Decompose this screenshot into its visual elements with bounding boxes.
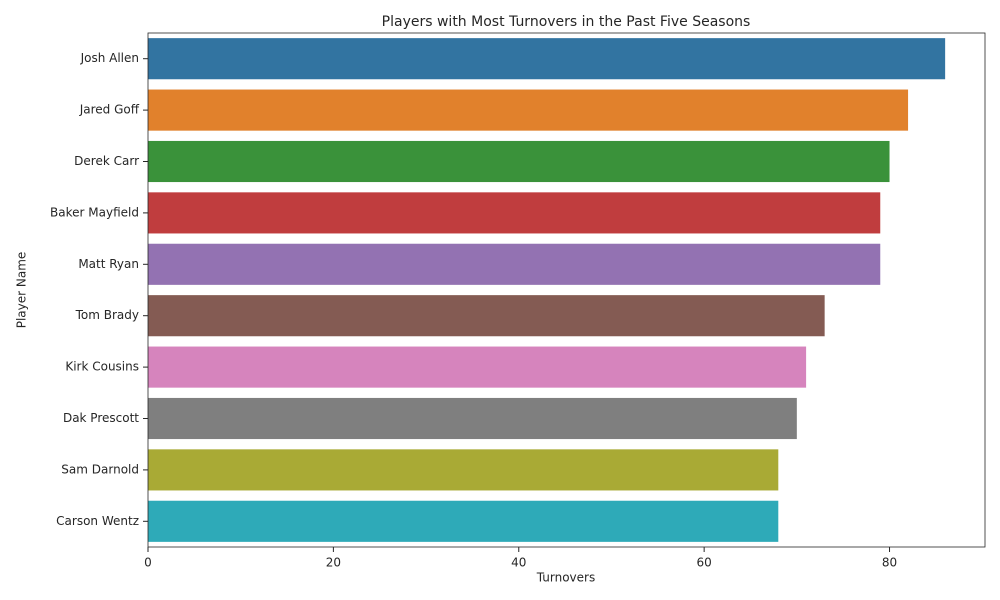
bar (148, 397, 797, 440)
x-tick-label: 40 (511, 556, 526, 570)
bar (148, 449, 779, 491)
bar (148, 140, 890, 183)
y-tick-label: Dak Prescott (63, 411, 139, 425)
x-tick-label: 80 (882, 556, 897, 570)
plot-frame (147, 32, 986, 548)
x-axis-label: Turnovers (536, 571, 595, 585)
y-tick-label: Derek Carr (74, 154, 139, 168)
y-axis-label: Player Name (15, 252, 29, 329)
y-tick-label: Carson Wentz (56, 514, 139, 528)
bar (148, 89, 909, 131)
chart-title: Players with Most Turnovers in the Past … (382, 14, 751, 30)
bar (148, 192, 881, 234)
bar (148, 295, 825, 337)
bar (148, 346, 807, 388)
y-tick-label: Matt Ryan (78, 257, 139, 271)
y-tick-label: Josh Allen (80, 51, 139, 65)
bar (148, 38, 946, 80)
bar (148, 243, 881, 285)
y-tick-label: Jared Goff (79, 103, 140, 117)
y-tick-label: Kirk Cousins (65, 360, 139, 374)
y-tick-label: Tom Brady (75, 308, 139, 322)
x-tick-label: 20 (326, 556, 341, 570)
bar (148, 500, 779, 542)
x-tick-label: 0 (144, 556, 152, 570)
y-tick-label: Sam Darnold (61, 462, 139, 476)
x-tick-label: 60 (697, 556, 712, 570)
y-tick-label: Baker Mayfield (50, 205, 139, 219)
